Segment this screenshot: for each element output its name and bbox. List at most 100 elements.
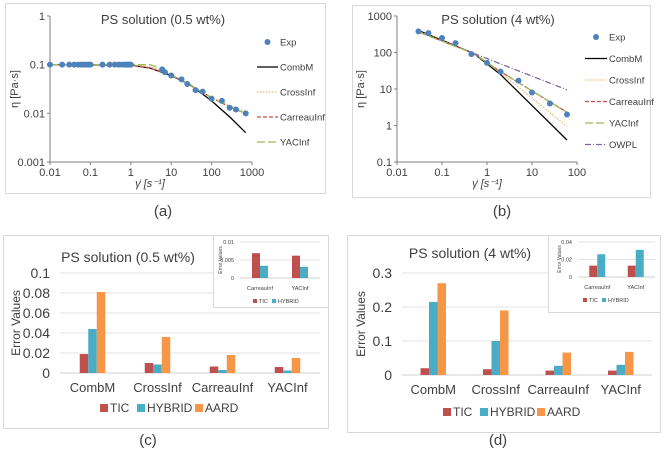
bar-AARD-CrossInf (161, 337, 171, 373)
data-point-Exp (168, 72, 175, 79)
x-tick-label: 10 (165, 167, 177, 179)
bar-TIC-YACInf (292, 255, 300, 278)
bar-AARD-CarreauInf (562, 352, 571, 375)
bar-HYBRID-YACInf (300, 266, 308, 278)
y-tick-label: 1000 (368, 11, 392, 23)
legend-label: CarreauInf (280, 113, 325, 124)
category-label: YACInf (291, 286, 308, 292)
y-axis-label: Error Values (218, 246, 224, 274)
x-tick-label: 1000 (240, 167, 264, 179)
bar-HYBRID-CarreauInf (554, 365, 563, 375)
category-label: YACInf (627, 285, 644, 291)
data-point-Exp (226, 104, 233, 111)
category-label: CombM (410, 382, 456, 397)
bar-HYBRID-CrossInf (491, 341, 500, 375)
y-tick-label: 0.04 (23, 325, 50, 341)
x-tick-label: 0.1 (434, 167, 449, 179)
legend-label: AARD (205, 401, 239, 415)
data-point-Exp (497, 68, 504, 75)
legend-label: CombM (280, 63, 313, 74)
chart-frame (5, 3, 326, 194)
chart-title: PS solution (4 wt%) (409, 245, 531, 261)
legend-label: AARD (547, 405, 581, 419)
data-point-Exp (192, 87, 199, 94)
bar-HYBRID-CombM (88, 329, 97, 373)
bar-TIC-CarreauInf (209, 366, 219, 373)
bar-TIC-CombM (420, 368, 429, 375)
category-label: CarreauInf (192, 380, 254, 395)
bar-HYBRID-CarreauInf (597, 254, 606, 277)
bar-HYBRID-CombM (429, 301, 438, 375)
panel-caption: (b) (493, 203, 511, 220)
data-point-Exp (87, 61, 94, 68)
legend-swatch-AARD (537, 408, 545, 416)
data-point-Exp (161, 69, 168, 76)
y-axis-label: η [Pa·s] (355, 70, 367, 108)
legend-swatch-HYBRID (272, 299, 276, 303)
legend-label: TIC (259, 299, 268, 305)
category-label: CarreauInf (528, 382, 590, 397)
y-tick-label: 0.01 (24, 108, 45, 120)
data-point-Exp (184, 81, 191, 88)
y-tick-label: 0 (231, 276, 234, 282)
y-tick-label: 0.01 (223, 240, 234, 246)
legend-label: HYBRID (278, 299, 299, 305)
legend-label: CrossInf (609, 76, 645, 87)
legend-label: CrossInf (280, 88, 316, 99)
data-point-Exp (415, 28, 422, 35)
panel-caption: (d) (489, 432, 507, 449)
y-tick-label: 1 (39, 11, 45, 23)
panel-caption: (a) (154, 203, 172, 220)
legend-label: CombM (609, 54, 642, 65)
y-tick-label: 0.04 (561, 240, 572, 246)
bar-TIC-CrossInf (483, 369, 492, 375)
bar-TIC-CarreauInf (545, 370, 554, 375)
data-point-Exp (484, 59, 490, 66)
bar-AARD-CombM (96, 292, 106, 373)
legend-label: TIC (453, 405, 473, 419)
x-tick-label: 1 (128, 167, 134, 179)
x-tick-label: 100 (202, 167, 220, 179)
data-point-Exp (208, 95, 215, 102)
bar-TIC-CarreauInf (252, 253, 260, 278)
bar-HYBRID-YACInf (616, 364, 625, 375)
y-tick-label: 0 (42, 365, 50, 381)
bar-TIC-YACInf (608, 370, 617, 375)
x-tick-label: 0.1 (83, 167, 98, 179)
bar-TIC-CrossInf (144, 363, 154, 373)
data-point-Exp (529, 89, 535, 96)
y-axis-label: Error Values (9, 290, 23, 356)
y-tick-label: 0.1 (373, 333, 393, 349)
legend-swatch-HYBRID (480, 408, 488, 416)
x-tick-label: 0.01 (386, 167, 407, 179)
y-axis-label: η [Pa·s] (9, 70, 21, 108)
legend-swatch-TIC (100, 404, 108, 412)
inset-frame (213, 235, 329, 308)
legend-swatch-TIC (583, 298, 587, 302)
data-point-Exp (47, 61, 53, 68)
bar-AARD-CrossInf (500, 310, 509, 375)
bar-TIC-YACInf (274, 367, 284, 373)
data-point-Exp (99, 61, 106, 68)
y-axis-label: Error Values (354, 291, 368, 357)
legend-swatch-TIC (253, 299, 257, 303)
category-label: YACInf (601, 382, 642, 397)
y-tick-label: 0.005 (220, 258, 234, 264)
data-point-Exp (452, 40, 459, 47)
legend-label: TIC (589, 298, 598, 304)
x-axis-label: γ̇ [s⁻¹] (135, 178, 166, 190)
y-tick-label: 0.06 (23, 305, 50, 321)
legend-label: YACInf (280, 138, 310, 149)
data-point-Exp (66, 61, 73, 68)
y-tick-label: 0.02 (561, 258, 572, 264)
data-point-Exp (564, 111, 571, 118)
legend-label: Exp (609, 33, 625, 44)
y-tick-label: 100 (374, 48, 392, 60)
chart-title: PS solution (0.5 wt%) (101, 12, 225, 27)
legend-label: TIC (110, 401, 130, 415)
legend-label: HYBRID (608, 298, 629, 304)
data-point-Exp (439, 34, 445, 41)
bar-TIC-CombM (79, 354, 89, 373)
category-label: CrossInf (472, 382, 521, 397)
legend-marker-Exp (593, 34, 599, 40)
